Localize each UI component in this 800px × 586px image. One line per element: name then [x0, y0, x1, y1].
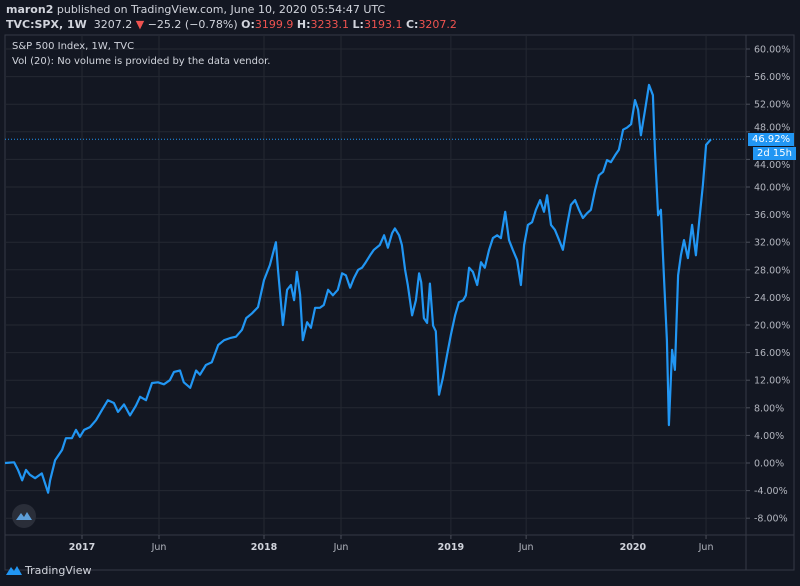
y-tick-label: 48.00% [754, 122, 790, 133]
low-value: 3193.1 [363, 18, 403, 31]
y-tick-label: 8.00% [754, 403, 784, 414]
symbol: TVC:SPX, 1W [6, 18, 87, 31]
y-tick-label: 24.00% [754, 293, 790, 304]
y-tick-label: 4.00% [754, 431, 784, 442]
y-tick-label: 56.00% [754, 72, 790, 83]
y-tick-label: 40.00% [754, 183, 790, 194]
open-label: O: [241, 18, 255, 31]
high-value: 3233.1 [310, 18, 350, 31]
y-tick-label: 20.00% [754, 321, 790, 332]
author[interactable]: maron2 [6, 3, 54, 16]
ohlc-bar: TVC:SPX, 1W 3207.2 ▼ −25.2 (−0.78%) O:31… [6, 18, 457, 31]
close-label: C: [405, 18, 419, 31]
y-tick-label: -8.00% [754, 514, 788, 525]
tradingview-watermark-icon [12, 504, 36, 528]
price-axis[interactable]: 60.00% 56.00% 52.00% 48.00% 44.00% 40.00% 36.0… [746, 45, 790, 525]
time-axis[interactable]: 2017 Jun 2018 Jun 2019 Jun 2020 Jun [69, 535, 714, 553]
publish-info: maron2 published on TradingView.com, Jun… [6, 3, 385, 16]
bar-countdown-badge: 2d 15h [753, 147, 796, 160]
open-value: 3199.9 [254, 18, 294, 31]
x-tick-label: 2020 [620, 542, 647, 553]
y-tick-label: 44.00% [754, 160, 790, 171]
tradingview-logo-icon [6, 566, 22, 575]
x-tick-label: Jun [698, 542, 714, 553]
grid [5, 35, 746, 535]
x-tick-label: Jun [151, 542, 167, 553]
y-tick-label: 52.00% [754, 100, 790, 111]
low-label: L: [352, 18, 364, 31]
series-line-spx[interactable] [4, 83, 712, 494]
publish-text: published on TradingView.com, June 10, 2… [56, 3, 386, 16]
series-legend[interactable]: S&P 500 Index, 1W, TVC [12, 41, 135, 52]
chart-frame [4, 34, 795, 571]
y-tick-label: 16.00% [754, 348, 790, 359]
x-tick-label: 2019 [438, 542, 464, 553]
tradingview-brand[interactable]: TradingView [6, 564, 91, 577]
y-tick-label: -4.00% [754, 486, 788, 497]
down-arrow-icon: ▼ [135, 18, 145, 31]
x-tick-label: Jun [518, 542, 534, 553]
y-tick-label: 60.00% [754, 45, 790, 56]
y-tick-label: 12.00% [754, 376, 790, 387]
price-change: −25.2 (−0.78%) [147, 18, 238, 31]
x-tick-label: 2018 [251, 542, 278, 553]
brand-name: TradingView [25, 564, 92, 577]
volume-legend[interactable]: Vol (20): No volume is provided by the d… [12, 56, 271, 67]
y-tick-label: 32.00% [754, 238, 790, 249]
last-price-badge: 46.92% [748, 133, 795, 146]
x-tick-label: Jun [333, 542, 349, 553]
y-tick-label: 28.00% [754, 265, 790, 276]
last-price: 3207.2 [93, 18, 133, 31]
x-tick-label: 2017 [69, 542, 95, 553]
y-tick-label: 0.00% [754, 459, 784, 470]
high-label: H: [296, 18, 311, 31]
y-tick-label: 36.00% [754, 210, 790, 221]
close-value: 3207.2 [418, 18, 457, 31]
